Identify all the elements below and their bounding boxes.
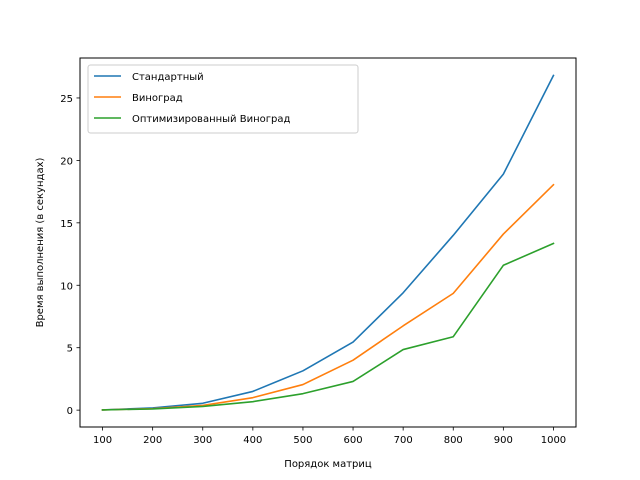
- legend-frame: [87, 64, 359, 134]
- legend: Стандартный Виноград Оптимизированный Вино…: [87, 64, 359, 134]
- legend-label: Стандартный: [132, 72, 204, 83]
- legend-item: Стандартный: [94, 72, 204, 83]
- x-tick-label: 1000: [541, 435, 566, 446]
- x-axis-label: Порядок матриц: [284, 459, 372, 470]
- legend-item: Оптимизированный Виноград: [94, 114, 290, 125]
- x-tick-label: 500: [293, 435, 312, 446]
- y-tick-label: 15: [60, 219, 73, 230]
- y-tick-label: 5: [67, 344, 73, 355]
- plot-frame: [79, 57, 577, 428]
- x-axis-ticks: 100 200 300 400 500 600 700 800 900 1000: [93, 427, 566, 446]
- y-tick-label: 0: [67, 406, 73, 417]
- x-tick-label: 200: [143, 435, 162, 446]
- x-tick-label: 700: [394, 435, 413, 446]
- y-axis-ticks: 0 5 10 15 20 25: [60, 94, 80, 417]
- legend-label: Виноград: [132, 93, 183, 104]
- y-tick-label: 20: [60, 156, 73, 167]
- x-tick-label: 900: [494, 435, 513, 446]
- legend-label: Оптимизированный Виноград: [132, 114, 290, 125]
- y-tick-label: 25: [60, 94, 73, 105]
- series-line-3: [101, 242, 555, 411]
- x-tick-label: 400: [243, 435, 262, 446]
- legend-item: Виноград: [94, 93, 183, 104]
- x-tick-label: 300: [193, 435, 212, 446]
- x-tick-label: 800: [444, 435, 463, 446]
- x-tick-label: 600: [344, 435, 363, 446]
- series-line-1: [101, 74, 555, 411]
- y-axis-label: Время выполнения (в секундах): [35, 157, 46, 327]
- x-tick-label: 100: [93, 435, 112, 446]
- series-layer: [101, 74, 555, 411]
- y-tick-label: 10: [60, 281, 73, 292]
